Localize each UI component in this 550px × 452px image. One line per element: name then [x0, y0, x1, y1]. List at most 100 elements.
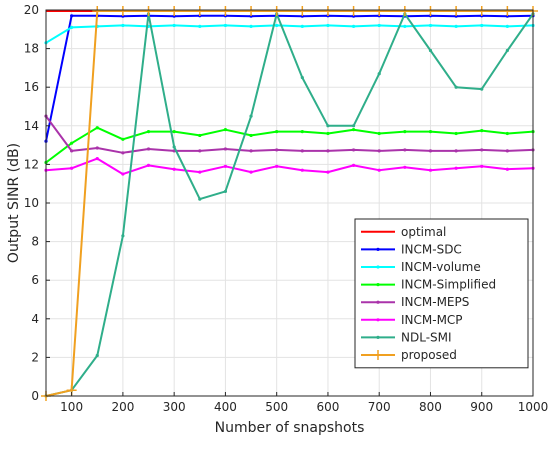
data-point [146, 129, 151, 134]
data-point [377, 23, 381, 28]
data-point [121, 14, 125, 18]
data-point [505, 48, 509, 53]
data-point [300, 149, 304, 153]
data-point [172, 14, 176, 18]
data-point [198, 149, 202, 153]
data-point [300, 24, 304, 29]
data-point [377, 72, 381, 76]
series-incm-mcp [44, 157, 535, 176]
data-point [428, 129, 433, 134]
data-point [428, 168, 433, 172]
data-point [326, 23, 330, 28]
series-incm-simplified [44, 126, 535, 165]
legend-label: INCM-MEPS [401, 295, 469, 309]
data-point [454, 85, 458, 89]
data-point [223, 164, 228, 168]
legend-box [354, 218, 529, 369]
series-line-incm-mcp [45, 157, 534, 176]
data-point [505, 149, 509, 153]
x-tick-label: 600 [316, 400, 339, 414]
ticks: 100 200 300 400 500 600 700 800 900 1000 0 2 4 6 8 10 12… [24, 3, 549, 414]
data-point [121, 234, 125, 238]
data-point [326, 170, 330, 174]
data-point [143, 5, 154, 16]
data-point [223, 23, 228, 28]
legend: optimal INCM-SDC INCM-volume INCM-Simplifie… [354, 218, 529, 369]
data-point [275, 129, 279, 134]
data-point [92, 5, 103, 16]
data-point [351, 14, 356, 18]
data-point [121, 23, 125, 28]
legend-entry: NDL-SMI [361, 330, 452, 344]
data-point [351, 163, 356, 167]
data-point [194, 5, 205, 16]
data-point [198, 170, 202, 174]
data-point [249, 24, 253, 29]
data-point [374, 5, 385, 16]
data-point [275, 148, 279, 152]
y-tick-label: 4 [31, 312, 39, 326]
legend-entry: INCM-MEPS [361, 295, 469, 309]
legend-label: NDL-SMI [401, 330, 452, 344]
data-point [505, 24, 509, 29]
legend-label: INCM-SDC [401, 242, 462, 256]
legend-entry: INCM-MCP [361, 313, 463, 327]
legend-entry: proposed [361, 348, 457, 362]
data-point [454, 131, 458, 136]
data-point [376, 283, 380, 287]
data-point [198, 133, 202, 138]
data-point [351, 128, 356, 132]
data-point [428, 48, 433, 53]
data-point [249, 170, 253, 174]
data-point [249, 149, 253, 153]
series-proposed [41, 5, 538, 401]
data-point [403, 148, 407, 152]
legend-label: INCM-MCP [401, 313, 463, 327]
y-tick-label: 12 [24, 157, 39, 171]
data-point [428, 23, 433, 28]
x-tick-label: 200 [111, 400, 134, 414]
series-line-incm-volume [45, 24, 534, 44]
data-point [146, 163, 151, 167]
data-point [172, 23, 176, 28]
data-point [275, 164, 279, 168]
data-point [403, 165, 407, 169]
series-incm-sdc [44, 14, 535, 143]
data-point [70, 14, 74, 18]
x-axis-label: Number of snapshots [215, 420, 365, 436]
x-tick-label: 800 [419, 400, 442, 414]
data-point [326, 124, 330, 128]
data-point [70, 141, 74, 145]
data-point [454, 149, 458, 153]
data-point [300, 75, 304, 80]
data-point [348, 5, 359, 16]
data-point [351, 24, 356, 29]
series-line-incm-simplified [45, 126, 534, 164]
y-axis-label: Output SINR (dB) [6, 143, 22, 263]
y-tick-label: 2 [31, 350, 39, 364]
x-tick-label: 300 [163, 400, 186, 414]
y-tick-label: 10 [24, 196, 39, 210]
data-point [373, 350, 383, 360]
legend-label: optimal [401, 225, 446, 239]
data-point [376, 247, 380, 251]
x-tick-label: 400 [214, 400, 237, 414]
data-point [300, 14, 304, 18]
data-point [505, 131, 509, 136]
legend-label: INCM-Simplified [401, 278, 496, 292]
data-point [275, 23, 279, 28]
data-point [480, 23, 484, 28]
data-point [220, 5, 231, 16]
x-tick-label: 500 [265, 400, 288, 414]
data-point [121, 172, 125, 176]
data-point [480, 87, 484, 91]
data-point [223, 128, 228, 132]
series-incm-meps [44, 114, 535, 155]
y-tick-label: 0 [31, 389, 39, 403]
data-point [172, 129, 176, 134]
data-point [376, 318, 380, 322]
data-point [351, 148, 356, 152]
data-point [480, 129, 484, 133]
legend-entry: INCM-Simplified [361, 278, 496, 292]
